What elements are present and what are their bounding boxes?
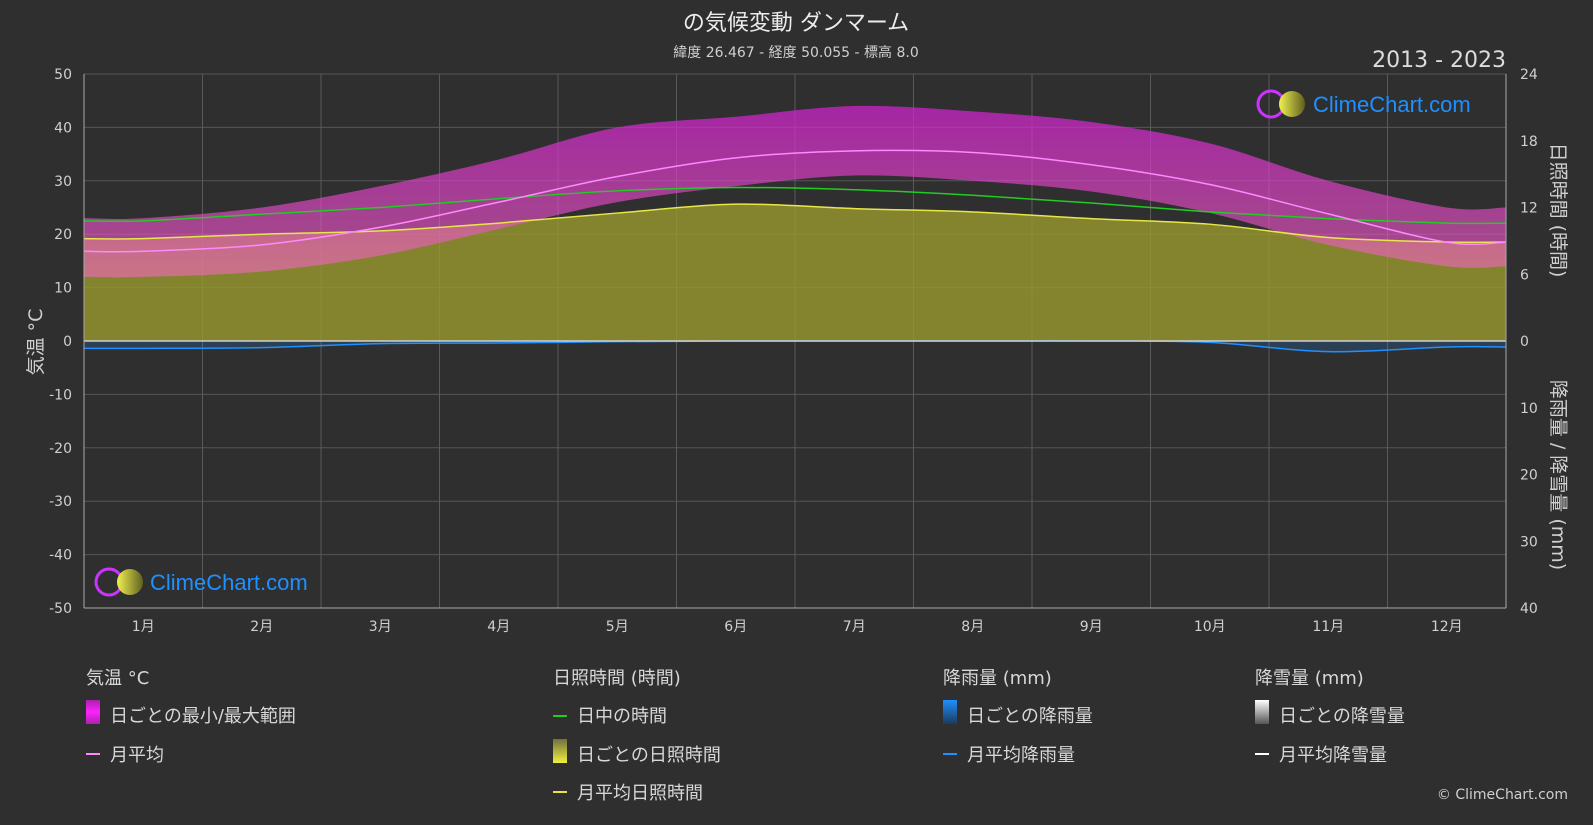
- chart-subtitle: 緯度 26.467 - 経度 50.055 - 標高 8.0: [673, 44, 919, 61]
- legend-temp-range-swatch: [86, 700, 100, 724]
- legend-avg-sun-label: 月平均日照時間: [577, 783, 703, 804]
- x-tick-label: 5月: [606, 619, 629, 635]
- x-tick-label: 8月: [961, 619, 984, 635]
- watermark-top-text: ClimeChart.com: [1313, 92, 1471, 117]
- y-left-axis-label: 気温 °C: [25, 309, 47, 376]
- y-right-top-tick-label: 24: [1520, 67, 1538, 83]
- x-tick-label: 4月: [487, 619, 510, 635]
- legend-avg-snow-swatch: [1255, 753, 1269, 755]
- daylight-line: [83, 186, 1507, 225]
- watermark-bottom-text: ClimeChart.com: [150, 570, 308, 595]
- legend-daily-sun-label: 日ごとの日照時間: [577, 745, 721, 766]
- temp-avg-line: [83, 149, 1507, 253]
- chart-lines: [83, 149, 1507, 353]
- legend-temp-range-label: 日ごとの最小/最大範囲: [110, 706, 296, 727]
- x-tick-label: 2月: [250, 619, 273, 635]
- x-tick-label: 10月: [1194, 619, 1226, 635]
- legend-rain-header: 降雨量 (mm): [943, 668, 1052, 689]
- y-left-tick-label: -50: [49, 601, 72, 617]
- legend-avg-rain-label: 月平均降雨量: [967, 745, 1075, 766]
- watermark-bottom: ClimeChart.com: [94, 567, 308, 597]
- x-tick-label: 12月: [1431, 619, 1463, 635]
- chart-axes: 50 40 30 20 10 0 -10 -20 -30 -40 -50 24 18 12 6 0 10 20 30…: [49, 67, 1538, 635]
- watermark-top: ClimeChart.com: [1256, 89, 1471, 119]
- legend-daily-rain-label: 日ごとの降雨量: [967, 706, 1093, 727]
- y-right-top-tick-label: 6: [1520, 267, 1529, 283]
- y-left-tick-label: 30: [54, 174, 72, 190]
- temp-range-band: [84, 105, 1506, 278]
- legend-avg-snow-label: 月平均降雪量: [1279, 745, 1387, 766]
- y-left-tick-label: 50: [54, 67, 72, 83]
- y-right-top-tick-label: 18: [1520, 134, 1538, 150]
- y-left-tick-label: 40: [54, 120, 72, 136]
- y-left-tick-label: 10: [54, 281, 72, 297]
- y-right-bottom-tick-label: 40: [1520, 601, 1538, 617]
- y-right-top-tick-label: 12: [1520, 201, 1538, 217]
- y-right-bottom-tick-label: 20: [1520, 468, 1538, 484]
- x-tick-label: 3月: [369, 619, 392, 635]
- x-tick-label: 9月: [1080, 619, 1103, 635]
- x-tick-label: 11月: [1312, 619, 1344, 635]
- y-left-tick-label: 0: [63, 334, 72, 350]
- y-right-bottom-tick-label: 30: [1520, 534, 1538, 550]
- legend-daily-sun-swatch: [553, 739, 567, 763]
- legend-daylight-label: 日中の時間: [577, 706, 667, 727]
- legend-avg-rain-swatch: [943, 753, 957, 755]
- legend-temp-avg-label: 月平均: [110, 745, 164, 766]
- y-left-tick-label: 20: [54, 227, 72, 243]
- legend-daylight-swatch: [553, 715, 567, 717]
- legend-temp-avg-swatch: [86, 753, 100, 755]
- climate-chart: の気候変動 ダンマーム 緯度 26.467 - 経度 50.055 - 標高 8…: [25, 11, 1569, 635]
- x-tick-label: 1月: [132, 619, 155, 635]
- logo-sun-icon: [117, 569, 143, 595]
- logo-sun-icon: [1279, 91, 1305, 117]
- legend-daily-rain-swatch: [943, 700, 957, 724]
- y-right-bottom-axis-label: 降雨量 / 降雪量 (mm): [1547, 380, 1569, 570]
- x-tick-label: 6月: [724, 619, 747, 635]
- y-right-top-axis-label: 日照時間 (時間): [1547, 143, 1569, 278]
- legend-sun-header: 日照時間 (時間): [553, 668, 681, 689]
- legend: 気温 °C 日ごとの最小/最大範囲 月平均 日照時間 (時間) 日中の時間 日ご…: [0, 660, 1593, 810]
- legend-avg-sun-swatch: [553, 791, 567, 793]
- period-label: 2013 - 2023: [1372, 48, 1506, 73]
- y-left-tick-label: -10: [49, 387, 72, 403]
- sunshine-avg-line: [83, 203, 1507, 244]
- legend-daily-snow-label: 日ごとの降雪量: [1279, 706, 1405, 727]
- y-right-top-tick-label: 0: [1520, 334, 1529, 350]
- legend-daily-snow-swatch: [1255, 700, 1269, 724]
- legend-snow-header: 降雪量 (mm): [1255, 668, 1364, 689]
- y-right-bottom-tick-label: 10: [1520, 401, 1538, 417]
- y-left-tick-label: -20: [49, 441, 72, 457]
- x-tick-label: 7月: [843, 619, 866, 635]
- copyright: © ClimeChart.com: [1436, 787, 1568, 803]
- y-left-tick-label: -40: [49, 548, 72, 564]
- y-left-tick-label: -30: [49, 494, 72, 510]
- legend-temp-header: 気温 °C: [86, 668, 150, 689]
- chart-title: の気候変動 ダンマーム: [683, 11, 909, 36]
